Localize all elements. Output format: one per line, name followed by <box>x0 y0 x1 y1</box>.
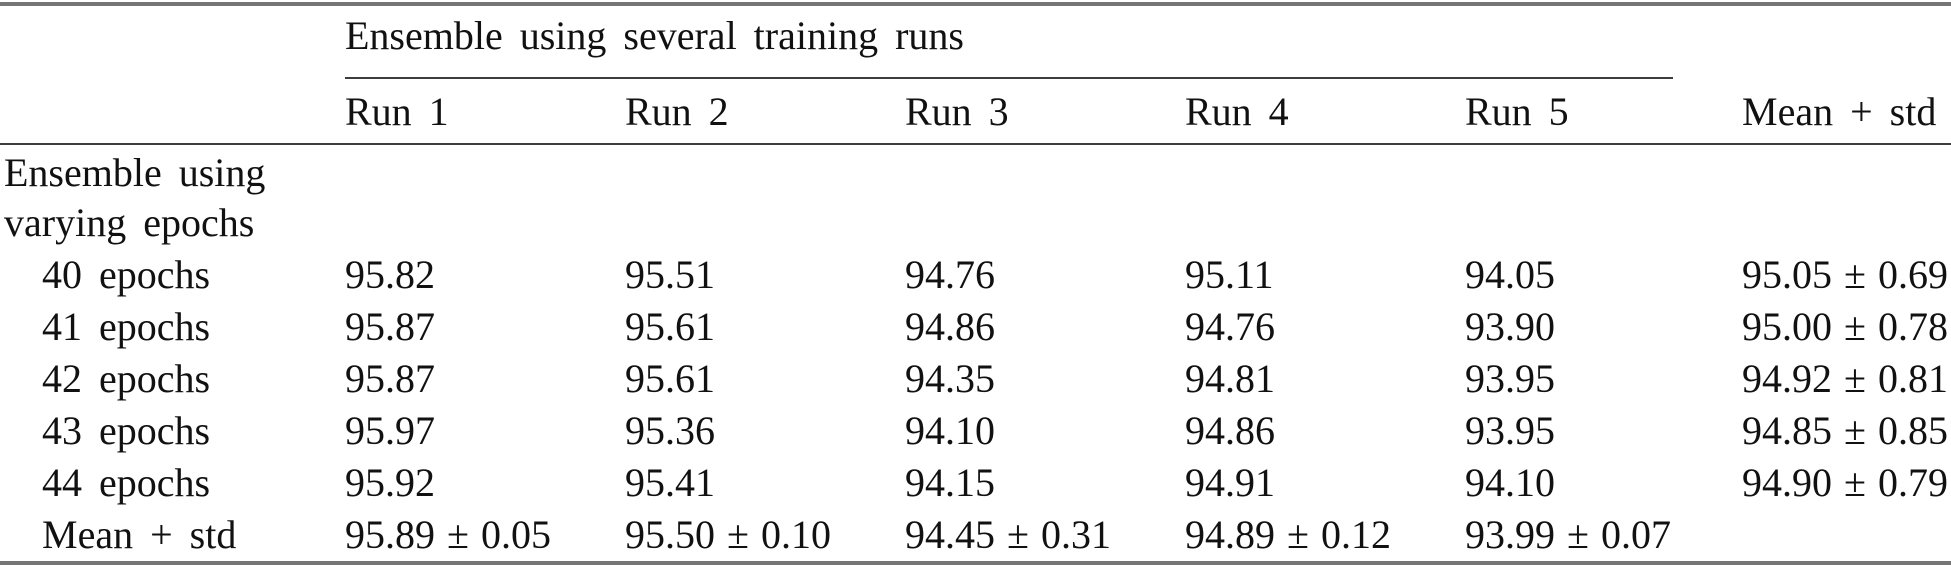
group-header-label: Ensemble using several training runs <box>345 13 964 58</box>
data-cell: 95.36 <box>625 408 715 453</box>
section-label-line-2: varying epochs <box>4 200 255 245</box>
column-header-mean-std: Mean + std <box>1742 79 1951 145</box>
data-cell: 94.45 ± 0.31 <box>905 512 1111 557</box>
data-cell: 93.90 <box>1465 304 1555 349</box>
data-cell: 94.76 <box>905 252 995 297</box>
data-cell <box>1742 509 1951 563</box>
row-label: 42 epochs <box>42 356 211 401</box>
group-header-row: Ensemble using several training runs <box>0 4 1951 79</box>
data-cell: 94.85 ± 0.85 <box>1742 408 1948 453</box>
row-label: 40 epochs <box>42 252 211 297</box>
table-row-40-epochs: 40 epochs 95.82 95.51 94.76 95.11 94.05 … <box>0 249 1951 301</box>
data-cell: 94.35 <box>905 356 995 401</box>
table-row-mean-std: Mean + std 95.89 ± 0.05 95.50 ± 0.10 94.… <box>0 509 1951 563</box>
data-cell: 95.92 <box>345 460 435 505</box>
column-header-run-2: Run 2 <box>625 79 905 145</box>
data-cell: 95.87 <box>345 356 435 401</box>
data-cell: 95.50 ± 0.10 <box>625 512 831 557</box>
row-label: Mean + std <box>42 512 237 557</box>
column-header-run-4: Run 4 <box>1185 79 1465 145</box>
group-header-rule: Ensemble using several training runs <box>345 6 1674 79</box>
column-header-run-3: Run 3 <box>905 79 1185 145</box>
data-cell: 95.41 <box>625 460 715 505</box>
data-cell: 95.05 ± 0.69 <box>1742 252 1948 297</box>
data-cell: 93.95 <box>1465 356 1555 401</box>
data-cell: 94.86 <box>905 304 995 349</box>
data-cell: 95.00 ± 0.78 <box>1742 304 1948 349</box>
row-label: 41 epochs <box>42 304 211 349</box>
data-cell: 94.92 ± 0.81 <box>1742 356 1948 401</box>
data-cell: 94.86 <box>1185 408 1275 453</box>
data-cell: 95.11 <box>1185 252 1274 297</box>
group-header-cell: Ensemble using several training runs <box>345 4 1742 79</box>
column-header-row: Run 1 Run 2 Run 3 Run 4 Run 5 Mean + std <box>0 79 1951 145</box>
row-label: 44 epochs <box>42 460 211 505</box>
column-header-run-1: Run 1 <box>345 79 625 145</box>
data-cell: 94.90 ± 0.79 <box>1742 460 1948 505</box>
section-header-cell: Ensemble using varying epochs <box>0 144 1951 249</box>
data-cell: 93.99 ± 0.07 <box>1465 512 1671 557</box>
data-cell: 93.95 <box>1465 408 1555 453</box>
data-cell: 95.51 <box>625 252 715 297</box>
data-cell: 94.76 <box>1185 304 1275 349</box>
data-cell: 95.89 ± 0.05 <box>345 512 551 557</box>
data-cell: 94.10 <box>905 408 995 453</box>
data-cell: 94.15 <box>905 460 995 505</box>
data-cell: 95.61 <box>625 356 715 401</box>
table-row-43-epochs: 43 epochs 95.97 95.36 94.10 94.86 93.95 … <box>0 405 1951 457</box>
data-cell: 94.81 <box>1185 356 1275 401</box>
data-cell: 95.87 <box>345 304 435 349</box>
empty-cell <box>0 4 345 79</box>
table-row-42-epochs: 42 epochs 95.87 95.61 94.35 94.81 93.95 … <box>0 353 1951 405</box>
data-cell: 94.91 <box>1185 460 1275 505</box>
data-cell: 94.10 <box>1465 460 1555 505</box>
data-cell: 95.61 <box>625 304 715 349</box>
section-label-line-1: Ensemble using <box>4 150 266 195</box>
section-header-row: Ensemble using varying epochs <box>0 144 1951 249</box>
data-cell: 95.82 <box>345 252 435 297</box>
data-cell: 94.89 ± 0.12 <box>1185 512 1391 557</box>
row-label: 43 epochs <box>42 408 211 453</box>
data-cell: 95.97 <box>345 408 435 453</box>
column-header-run-5: Run 5 <box>1465 79 1743 145</box>
empty-cell <box>0 79 345 145</box>
empty-cell <box>1742 4 1951 79</box>
data-cell: 94.05 <box>1465 252 1555 297</box>
table-row-41-epochs: 41 epochs 95.87 95.61 94.86 94.76 93.90 … <box>0 301 1951 353</box>
table-row-44-epochs: 44 epochs 95.92 95.41 94.15 94.91 94.10 … <box>0 457 1951 509</box>
